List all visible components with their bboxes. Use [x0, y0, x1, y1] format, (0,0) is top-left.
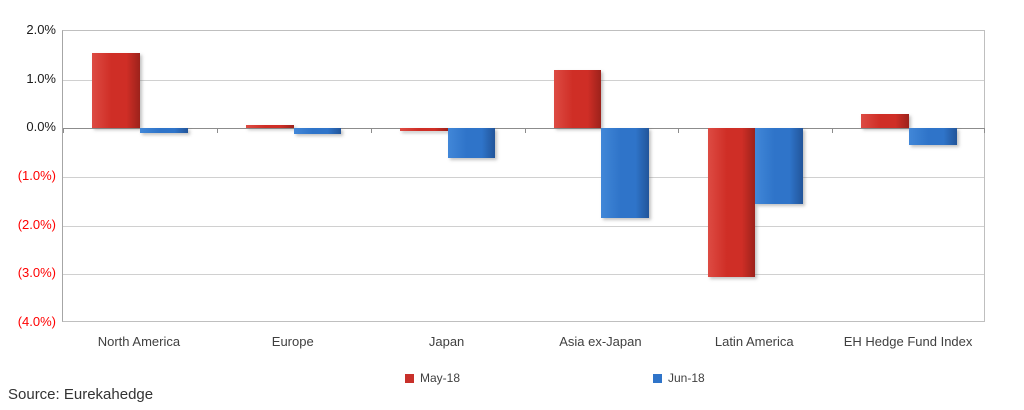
bar-jun-18-asia-ex-japan [601, 128, 649, 219]
category-label-north-america: North America [97, 334, 181, 349]
bar-jun-18-europe [293, 128, 342, 135]
zero-axis-line [63, 128, 984, 130]
x-axis-tick [63, 128, 64, 134]
legend-label: May-18 [420, 371, 461, 385]
plot-area [62, 30, 985, 322]
y-axis-tick-label: 0.0% [26, 119, 56, 135]
category-label-eh-hedge-fund-index: EH Hedge Fund Index [843, 334, 973, 349]
x-axis-tick [216, 128, 218, 134]
y-axis-tick-label: 1.0% [26, 70, 56, 86]
x-axis-tick [984, 128, 985, 134]
x-axis-tick [832, 128, 834, 134]
x-axis-tick [524, 128, 526, 134]
y-axis-tick-label: (3.0%) [17, 265, 56, 281]
category-label-europe: Europe [271, 334, 314, 349]
bar-jun-18-eh-hedge-fund-index [909, 128, 957, 146]
y-axis-tick-label: (4.0%) [17, 314, 56, 329]
legend-item-jun-18: Jun-18 [653, 371, 705, 385]
chart-legend: May-18 Jun-18 [0, 371, 1024, 387]
bar-may-18-asia-ex-japan [553, 69, 602, 129]
y-axis-tick-label: (2.0%) [17, 216, 56, 232]
legend-label: Jun-18 [668, 371, 705, 385]
category-label-asia-ex-japan: Asia ex-Japan [559, 334, 642, 349]
category-label-latin-america: Latin America [714, 334, 794, 349]
bar-jun-18-japan [447, 128, 496, 158]
bar-may-18-latin-america [707, 128, 756, 277]
bar-may-18-eh-hedge-fund-index [861, 113, 910, 129]
legend-swatch-icon [405, 373, 414, 383]
gridline [63, 274, 984, 276]
x-axis-tick [370, 128, 372, 134]
bar-jun-18-latin-america [755, 128, 803, 204]
y-axis-tick-label: 2.0% [26, 22, 56, 37]
legend-swatch-icon [653, 373, 662, 383]
gridline [63, 79, 984, 81]
legend-item-may-18: May-18 [405, 371, 460, 385]
bar-may-18-north-america [92, 52, 140, 129]
x-axis-tick [678, 128, 680, 134]
gridline [63, 225, 984, 227]
bar-may-18-europe [246, 125, 294, 129]
bar-may-18-japan [399, 128, 448, 131]
source-note: Source: Eurekahedge [8, 386, 154, 403]
bar-jun-18-north-america [139, 128, 188, 134]
y-axis-tick-label: (1.0%) [17, 168, 56, 183]
gridline [63, 177, 984, 178]
category-label-japan: Japan [428, 334, 465, 349]
